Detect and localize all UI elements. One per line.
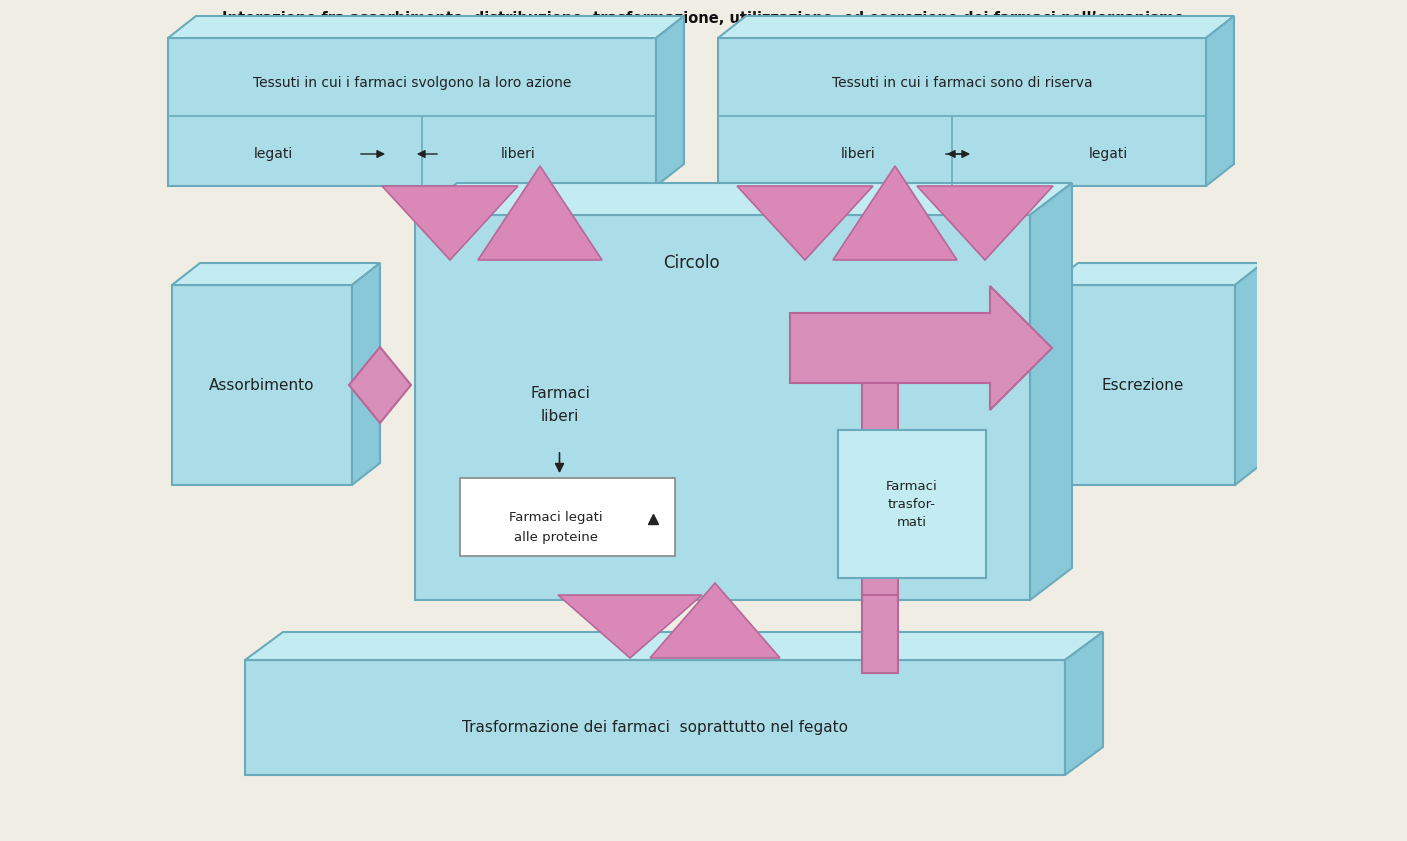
Polygon shape <box>245 632 1103 660</box>
Text: Farmaci
trasfor-
mati: Farmaci trasfor- mati <box>886 479 938 528</box>
Polygon shape <box>415 215 1030 600</box>
Polygon shape <box>789 286 1052 410</box>
Text: legati: legati <box>1089 147 1127 161</box>
Polygon shape <box>1050 285 1235 485</box>
Polygon shape <box>862 595 898 673</box>
Text: Tessuti in cui i farmaci svolgono la loro azione: Tessuti in cui i farmaci svolgono la lor… <box>253 76 571 90</box>
Polygon shape <box>917 186 1052 260</box>
Polygon shape <box>559 595 702 658</box>
Polygon shape <box>1235 263 1263 485</box>
Polygon shape <box>1206 16 1234 186</box>
Text: Circolo: Circolo <box>664 254 720 272</box>
Polygon shape <box>1050 263 1263 285</box>
Text: Trasformazione dei farmaci  soprattutto nel fegato: Trasformazione dei farmaci soprattutto n… <box>461 720 848 735</box>
Text: legati: legati <box>253 147 293 161</box>
Polygon shape <box>718 16 1234 38</box>
Polygon shape <box>1030 183 1072 600</box>
Polygon shape <box>839 430 986 578</box>
Polygon shape <box>245 660 1065 775</box>
Text: Interazione fra assorbimento, distribuzione, trasformazione, utilizzazione, ed e: Interazione fra assorbimento, distribuzi… <box>222 10 1185 25</box>
Polygon shape <box>167 38 656 186</box>
Polygon shape <box>833 166 957 260</box>
Polygon shape <box>737 186 872 260</box>
Text: liberi: liberi <box>501 147 536 161</box>
Text: Escrezione: Escrezione <box>1102 378 1183 393</box>
Polygon shape <box>650 583 779 658</box>
Polygon shape <box>381 186 518 260</box>
Text: Farmaci legati: Farmaci legati <box>509 510 602 523</box>
Polygon shape <box>172 263 380 285</box>
Polygon shape <box>415 183 1072 215</box>
Polygon shape <box>349 347 411 423</box>
Polygon shape <box>172 285 352 485</box>
Polygon shape <box>352 263 380 485</box>
Polygon shape <box>478 166 602 260</box>
Text: Tessuti in cui i farmaci sono di riserva: Tessuti in cui i farmaci sono di riserva <box>832 76 1092 90</box>
Polygon shape <box>862 383 898 595</box>
Polygon shape <box>1065 632 1103 775</box>
Text: Farmaci
liberi: Farmaci liberi <box>530 386 590 424</box>
Polygon shape <box>167 16 684 38</box>
Polygon shape <box>656 16 684 186</box>
Polygon shape <box>718 38 1206 186</box>
Text: liberi: liberi <box>840 147 875 161</box>
Text: Assorbimento: Assorbimento <box>210 378 315 393</box>
Polygon shape <box>460 478 675 556</box>
Text: alle proteine: alle proteine <box>514 531 598 543</box>
